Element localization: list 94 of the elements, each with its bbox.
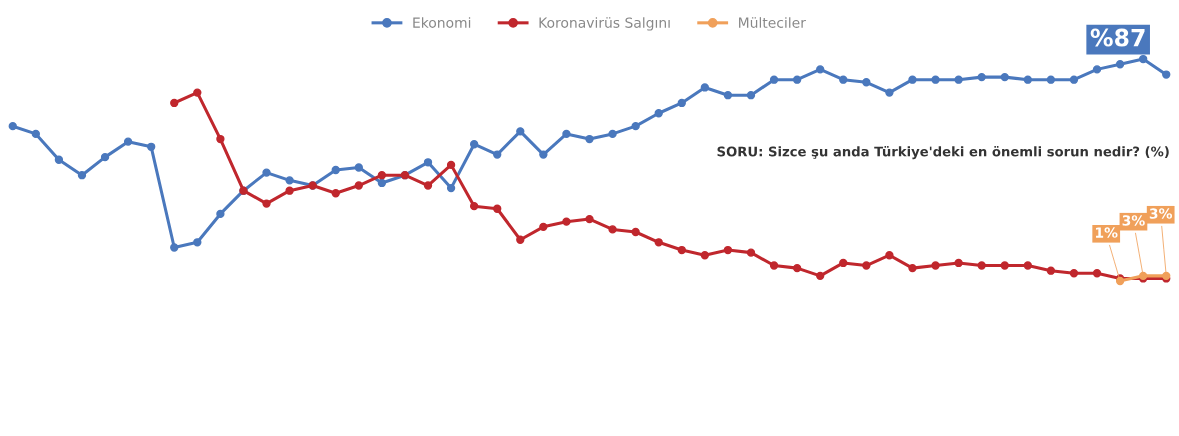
legend-label: Ekonomi: [413, 17, 471, 28]
point: [216, 209, 225, 219]
point: [516, 127, 525, 136]
point: [792, 263, 802, 273]
point: [54, 155, 64, 164]
data-label: 3%: [1149, 208, 1173, 219]
point: [769, 75, 779, 84]
point: [1069, 269, 1079, 278]
point: [1023, 261, 1032, 270]
point: [1000, 261, 1009, 270]
point: [446, 160, 456, 170]
point: [193, 238, 202, 247]
point: [954, 258, 963, 268]
point: [77, 171, 87, 180]
point: [654, 109, 663, 118]
point: [262, 199, 271, 208]
point: [1092, 65, 1102, 74]
point: [931, 261, 940, 270]
point: [862, 78, 871, 87]
point: [839, 258, 848, 268]
point: [516, 235, 525, 244]
point: [862, 261, 871, 270]
point: [608, 225, 617, 234]
data-label: 1%: [1095, 227, 1118, 238]
point: [977, 261, 986, 270]
point: [285, 176, 294, 185]
point: [354, 181, 363, 190]
point: [562, 129, 571, 139]
point: [585, 214, 594, 224]
point: [816, 271, 825, 281]
point: [1046, 75, 1056, 84]
legend-label: Koronavirüs Salgını: [539, 17, 670, 31]
point: [816, 65, 825, 74]
legend-label: Mülteciler: [739, 17, 806, 28]
point: [423, 181, 433, 190]
point: [377, 171, 387, 180]
point: [631, 227, 640, 237]
point: [216, 134, 225, 144]
point: [839, 75, 848, 84]
point: [746, 248, 756, 257]
point: [469, 140, 479, 149]
point: [1023, 75, 1032, 84]
point: [331, 165, 340, 175]
point: [31, 129, 41, 139]
point: [539, 222, 548, 231]
point: [1000, 72, 1009, 82]
point: [331, 189, 340, 198]
point: [469, 202, 479, 211]
point: [423, 158, 433, 167]
point: [700, 83, 710, 92]
point: [654, 238, 663, 247]
point: [8, 121, 17, 131]
point: [446, 183, 456, 193]
point: [677, 245, 686, 255]
point: [1092, 269, 1102, 278]
point: [493, 204, 502, 213]
point: [769, 261, 779, 270]
point: [608, 129, 617, 139]
point: [562, 217, 571, 226]
point: [885, 251, 894, 260]
point: [931, 75, 940, 84]
point: [123, 137, 133, 146]
point: [723, 245, 733, 255]
point: [147, 142, 156, 151]
point: [723, 91, 733, 100]
point: [262, 168, 271, 177]
point: [908, 75, 917, 84]
point: [100, 152, 110, 162]
point: [170, 98, 179, 108]
point: [977, 72, 986, 82]
point: [677, 98, 686, 108]
point: [493, 150, 502, 159]
annotation: SORU: Sizce şu anda Türkiye'deki en önemli sorun nedir? (%): [717, 146, 1169, 160]
point: [539, 150, 548, 159]
point: [170, 243, 179, 252]
point: [746, 91, 756, 100]
point: [700, 251, 710, 260]
point: [1162, 70, 1171, 79]
point: [193, 88, 202, 97]
point: [285, 186, 294, 195]
point: [954, 75, 963, 84]
point: [1115, 60, 1125, 69]
data-label: %87: [1090, 28, 1145, 47]
point: [908, 263, 917, 273]
point: [1138, 54, 1148, 64]
data-label: 3%: [1122, 215, 1145, 226]
point: [792, 75, 802, 84]
point: [354, 163, 363, 172]
point: [1069, 75, 1079, 84]
point: [631, 121, 640, 131]
point: [585, 134, 594, 144]
point: [377, 178, 387, 188]
point: [885, 88, 894, 97]
point: [1046, 266, 1056, 275]
